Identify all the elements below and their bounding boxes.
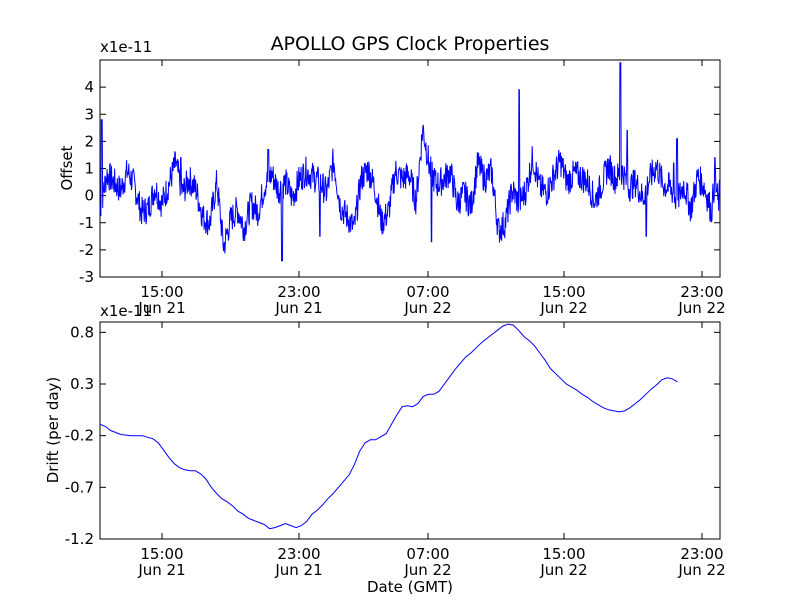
top-y-axis-label: Offset	[58, 145, 76, 190]
drift-y-tick-label: -0.7	[65, 478, 94, 496]
offset-y-tick-label: 4	[84, 78, 94, 96]
drift-x-tick-date: Jun 22	[539, 561, 587, 579]
offset-series-line	[99, 62, 721, 262]
offset-x-tick-time: 15:00	[140, 283, 183, 301]
offset-x-tick-date: Jun 21	[137, 299, 185, 317]
offset-x-tick-time: 23:00	[680, 283, 723, 301]
offset-x-tick-date: Jun 21	[274, 299, 322, 317]
drift-plot-frame	[99, 321, 721, 540]
offset-x-tick-date: Jun 22	[539, 299, 587, 317]
drift-y-ticks: -1.2 -0.7 -0.2 0.3 0.8	[65, 323, 720, 548]
offset-x-tick-date: Jun 22	[677, 299, 725, 317]
drift-x-tick-time: 07:00	[406, 545, 449, 563]
drift-x-tick-time: 15:00	[140, 545, 183, 563]
offset-y-tick-label: 2	[84, 132, 94, 150]
offset-x-tick-time: 23:00	[277, 283, 320, 301]
offset-y-ticks: -3 -2 -1 0 1 2 3 4	[79, 78, 720, 286]
drift-x-tick-date: Jun 21	[137, 561, 185, 579]
offset-y-tick-label: 0	[84, 187, 94, 205]
drift-x-tick-date: Jun 22	[677, 561, 725, 579]
top-scale-label: x1e-11	[100, 38, 152, 56]
drift-series-line	[99, 323, 678, 530]
offset-x-tick-time: 07:00	[406, 283, 449, 301]
offset-y-tick-label: 1	[84, 160, 94, 178]
drift-y-tick-label: -1.2	[65, 530, 94, 548]
bottom-y-axis-label: Drift (per day)	[44, 377, 62, 484]
offset-x-tick-date: Jun 22	[403, 299, 451, 317]
drift-x-tick-date: Jun 22	[403, 561, 451, 579]
drift-x-tick-time: 15:00	[542, 545, 585, 563]
drift-x-tick-time: 23:00	[680, 545, 723, 563]
offset-x-tick-time: 15:00	[542, 283, 585, 301]
drift-y-tick-label: 0.8	[70, 323, 94, 341]
drift-x-tick-date: Jun 21	[274, 561, 322, 579]
offset-y-tick-label: -3	[79, 268, 94, 286]
drift-x-tick-time: 23:00	[277, 545, 320, 563]
drift-y-tick-label: 0.3	[70, 375, 94, 393]
chart-title: APOLLO GPS Clock Properties	[271, 33, 550, 55]
offset-y-tick-label: -1	[79, 214, 94, 232]
offset-y-tick-label: -2	[79, 241, 94, 259]
offset-y-tick-label: 3	[84, 105, 94, 123]
bottom-scale-label: x1e-11	[100, 302, 152, 320]
drift-y-tick-label: -0.2	[65, 427, 94, 445]
bottom-x-axis-label: Date (GMT)	[367, 578, 453, 596]
